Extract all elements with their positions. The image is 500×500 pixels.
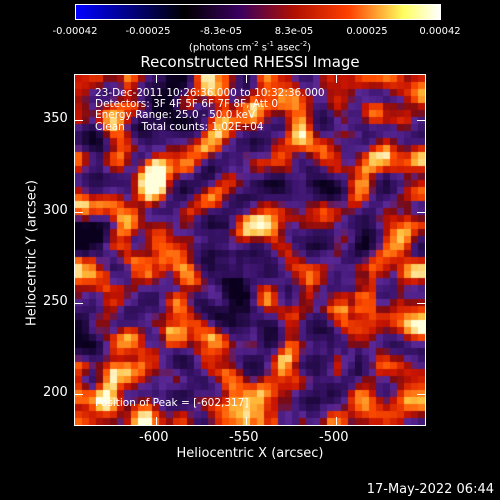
y-tick-mark (75, 120, 83, 121)
x-tick-label: -500 (319, 430, 349, 445)
peak-position: Position of Peak = [-602,317] (95, 397, 249, 409)
colorbar-tick: 0.00042 (419, 26, 461, 37)
units-exp: -2 (300, 40, 308, 48)
x-tick-mark (336, 75, 337, 83)
colorbar (75, 4, 441, 20)
rhessi-image (75, 75, 425, 425)
info-line: Clean Total counts: 1.02E+04 (95, 121, 264, 133)
y-tick-mark (75, 212, 83, 213)
timestamp: 17-May-2022 06:44 (366, 482, 494, 497)
colorbar-tick: 0.00025 (346, 26, 388, 37)
y-tick-label: 250 (43, 294, 68, 309)
units-text: (photons cm (188, 42, 252, 54)
y-tick-mark (75, 303, 83, 304)
units-text: ) (307, 42, 312, 54)
units-text: s (258, 42, 268, 54)
colorbar-units: (photons cm-2 s-1 asec-2) (0, 40, 500, 53)
info-line: 23-Dec-2011 10:26:36.000 to 10:32:36.000 (95, 87, 325, 99)
y-tick-mark (417, 212, 425, 213)
info-line: Detectors: 3F 4F 5F 6F 7F 8F, Att 0 (95, 98, 279, 110)
colorbar-tick: -0.00042 (52, 26, 98, 37)
units-exp: -2 (251, 40, 259, 48)
info-line: Energy Range: 25.0 - 50.0 keV (95, 109, 256, 121)
units-exp: -1 (267, 40, 274, 48)
x-tick-mark (246, 75, 247, 83)
colorbar-tick: -0.00025 (125, 26, 171, 37)
plot-title: Reconstructed RHESSI Image (140, 53, 360, 71)
image-frame (74, 74, 426, 426)
y-tick-label: 300 (43, 203, 68, 218)
x-tick-label: -600 (139, 430, 169, 445)
y-tick-label: 350 (43, 111, 68, 126)
y-axis-label: Heliocentric Y (arcsec) (24, 180, 40, 326)
x-tick-mark (156, 417, 157, 425)
y-tick-mark (417, 394, 425, 395)
colorbar-tick: -8.3e-05 (200, 26, 242, 37)
colorbar-gradient (76, 5, 440, 19)
y-tick-mark (75, 394, 83, 395)
y-tick-mark (417, 303, 425, 304)
x-tick-mark (336, 417, 337, 425)
x-axis-label: Heliocentric X (arcsec) (176, 446, 324, 461)
y-tick-mark (417, 120, 425, 121)
x-tick-mark (156, 75, 157, 83)
x-tick-label: -550 (229, 430, 259, 445)
colorbar-tick: 8.3e-05 (274, 26, 314, 37)
units-text: asec (274, 42, 301, 54)
x-tick-mark (246, 417, 247, 425)
y-tick-label: 200 (43, 385, 68, 400)
